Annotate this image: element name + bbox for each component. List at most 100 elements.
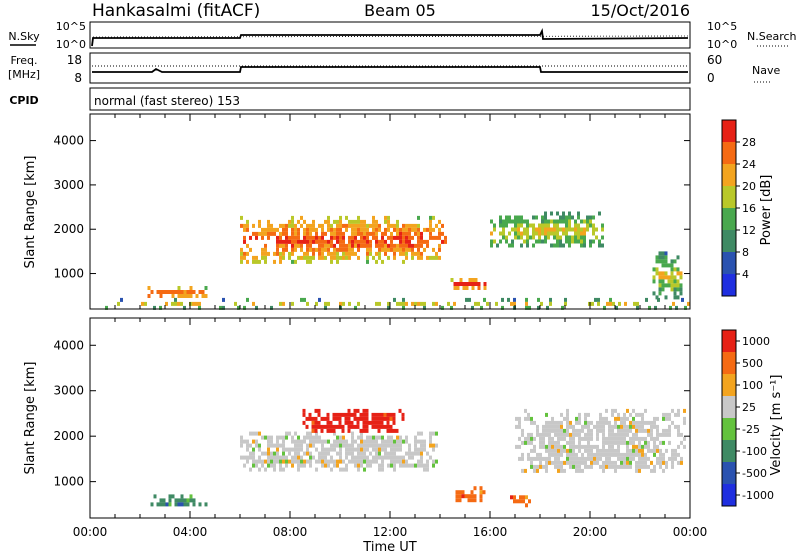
data-cell: [336, 435, 339, 440]
data-cell: [510, 495, 513, 500]
data-cell: [350, 424, 354, 429]
data-cell: [357, 463, 360, 468]
data-cell: [396, 235, 399, 240]
data-cell: [198, 301, 201, 306]
data-cell: [335, 424, 339, 429]
data-cell: [378, 239, 381, 244]
data-cell: [396, 455, 399, 460]
data-cell: [351, 235, 354, 240]
data-cell: [351, 447, 354, 452]
data-cell: [533, 444, 536, 449]
data-cell: [347, 416, 351, 421]
data-cell: [180, 502, 184, 507]
data-cell: [581, 444, 584, 449]
data-cell: [330, 443, 333, 448]
data-cell: [614, 448, 617, 453]
data-cell: [623, 424, 626, 429]
data-cell: [432, 443, 435, 448]
data-cell: [243, 227, 246, 232]
data-cell: [556, 239, 559, 244]
data-cell: [620, 428, 623, 433]
data-cell: [458, 498, 462, 503]
data-cell: [614, 436, 617, 441]
data-cell: [562, 231, 565, 236]
data-cell: [575, 468, 578, 473]
data-cell: [544, 231, 547, 236]
data-cell: [267, 251, 270, 256]
data-cell: [658, 287, 662, 292]
data-cell: [255, 431, 258, 436]
data-cell: [288, 219, 291, 224]
data-cell: [267, 223, 270, 228]
data-cell: [318, 435, 321, 440]
data-cell: [605, 408, 608, 413]
data-cell: [261, 435, 264, 440]
data-cell: [348, 447, 351, 452]
data-cell: [333, 447, 336, 452]
colorbar-segment: [722, 418, 736, 440]
data-cell: [583, 219, 586, 224]
data-cell: [360, 439, 363, 444]
data-cell: [667, 275, 671, 280]
time-x-axis: 00:00 04:00 08:00 12:00 16:00 20:00 00:00: [73, 525, 708, 539]
data-cell: [285, 431, 288, 436]
data-cell: [399, 239, 402, 244]
data-cell: [581, 436, 584, 441]
data-cell: [542, 428, 545, 433]
data-cell: [246, 459, 249, 464]
data-cell: [414, 227, 417, 232]
data-cell: [636, 301, 639, 306]
data-cell: [468, 282, 472, 286]
data-cell: [420, 239, 423, 244]
data-cell: [366, 447, 369, 452]
data-cell: [554, 464, 557, 469]
data-cell: [638, 428, 641, 433]
data-cell: [291, 227, 294, 232]
data-cell: [360, 431, 363, 436]
data-cell: [590, 448, 593, 453]
data-cell: [243, 251, 246, 256]
data-cell: [623, 428, 626, 433]
data-cell: [656, 424, 659, 429]
data-cell: [556, 223, 559, 228]
data-cell: [402, 305, 405, 310]
data-cell: [586, 223, 589, 228]
data-cell: [661, 263, 665, 268]
data-cell: [240, 255, 243, 260]
data-cell: [554, 452, 557, 457]
data-cell: [432, 459, 435, 464]
data-cell: [670, 263, 674, 268]
data-cell: [426, 239, 429, 244]
data-cell: [575, 444, 578, 449]
data-cell: [480, 305, 483, 310]
data-cell: [417, 235, 420, 240]
data-cell: [511, 243, 514, 248]
data-cell: [320, 424, 324, 429]
data-cell: [578, 412, 581, 417]
data-cell: [291, 301, 294, 306]
data-cell: [195, 294, 199, 298]
data-cell: [393, 235, 396, 240]
data-cell: [671, 452, 674, 457]
data-cell: [363, 223, 366, 228]
data-cell: [291, 463, 294, 468]
data-cell: [270, 305, 273, 310]
data-cell: [306, 235, 309, 240]
data-cell: [602, 440, 605, 445]
data-cell: [566, 452, 569, 457]
data-cell: [521, 428, 524, 433]
data-cell: [396, 301, 399, 306]
data-cell: [650, 460, 653, 465]
data-cell: [426, 243, 429, 248]
data-cell: [252, 223, 255, 228]
data-cell: [303, 239, 306, 244]
data-cell: [554, 460, 557, 465]
data-cell: [156, 502, 160, 507]
data-cell: [535, 239, 538, 244]
data-cell: [595, 227, 598, 232]
data-cell: [539, 440, 542, 445]
data-cell: [351, 455, 354, 460]
data-cell: [411, 451, 414, 456]
data-cell: [300, 439, 303, 444]
data-cell: [650, 420, 653, 425]
